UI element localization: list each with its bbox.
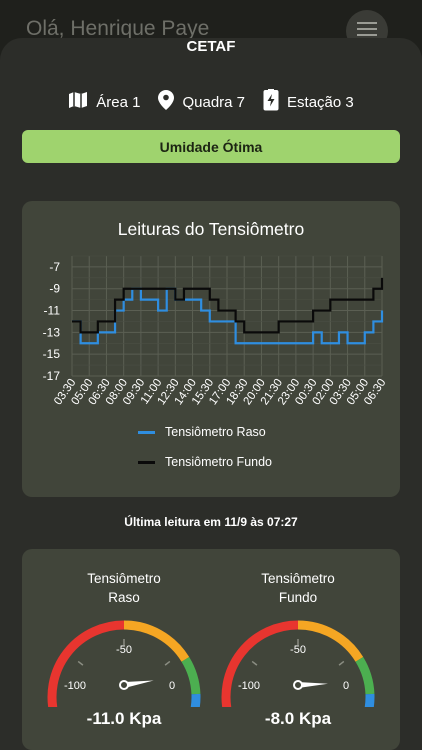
gauge-min-label: -100: [64, 680, 86, 692]
gauge-tick: [251, 660, 258, 666]
gauge-arc-segment: [181, 656, 201, 695]
gauge-tick: [77, 660, 84, 666]
battery-charging-icon: [263, 89, 279, 115]
legend-shallow-label: Tensiômetro Raso: [165, 425, 266, 439]
gauge-arc-segment: [364, 693, 375, 707]
greeting-text: Olá, Henrique Paye: [26, 17, 210, 40]
gauge-needle-hub: [119, 680, 129, 690]
gauge-max-label: 0: [169, 680, 175, 692]
legend-deep-label: Tensiômetro Fundo: [165, 455, 273, 469]
y-tick-label: -7: [49, 260, 60, 274]
moisture-status-button[interactable]: Umidade Ótima: [22, 130, 400, 163]
gauge-mid-label: -50: [290, 644, 306, 656]
area-item[interactable]: Área 1: [68, 91, 140, 113]
gauge-mid-label: -50: [116, 644, 132, 656]
gauge-tick: [164, 660, 171, 666]
gauge-arc-segment: [47, 620, 125, 707]
gauge-shallow: Tensiômetro Raso -100 -50 0 -11.0 Kpa: [39, 569, 209, 749]
station-item[interactable]: Estação 3: [263, 89, 354, 115]
gauge-shallow-title-1: Tensiômetro: [87, 571, 161, 586]
gauge-shallow-title-2: Raso: [108, 590, 140, 605]
map-icon: [68, 91, 88, 113]
gauge-tick: [338, 660, 345, 666]
block-item[interactable]: Quadra 7: [158, 90, 245, 114]
y-tick-label: -13: [43, 325, 61, 339]
area-label: Área 1: [96, 93, 141, 111]
gauges-card: Tensiômetro Raso -100 -50 0 -11.0 Kpa Tens…: [22, 549, 400, 750]
gauge-deep-value: -8.0 Kpa: [264, 709, 332, 728]
gauge-min-label: -100: [238, 680, 260, 692]
gauge-max-label: 0: [343, 680, 349, 692]
chart-title: Leituras do Tensiômetro: [117, 219, 305, 239]
legend-deep: Tensiômetro Fundo: [138, 455, 272, 469]
gauge-deep-dial: -100 -50 0: [221, 620, 375, 707]
last-reading-text: Última leitura em 11/9 às 07:27: [124, 515, 298, 529]
gauge-arc-segment: [297, 620, 364, 662]
legend-deep-swatch: [138, 460, 155, 464]
gauge-arc-segment: [355, 656, 375, 695]
location-row: Área 1 Quadra 7 Estação 3: [0, 89, 422, 115]
gauge-arc-segment: [123, 620, 190, 662]
gauge-arc-segment: [190, 693, 201, 707]
sheet-title: CETAF: [186, 38, 236, 55]
series-line-shallow: [72, 287, 384, 345]
station-label: Estação 3: [287, 93, 354, 111]
gauge-needle-hub: [293, 680, 303, 690]
block-label: Quadra 7: [182, 93, 246, 111]
gauge-deep: Tensiômetro Fundo -100 -50 0 -8.0 Kpa: [213, 569, 383, 749]
main-sheet: CETAF Área 1 Quadra 7: [0, 38, 422, 750]
gauge-arc-segment: [221, 620, 299, 707]
gauge-deep-title-2: Fundo: [278, 590, 318, 605]
legend-shallow-swatch: [138, 430, 155, 434]
gauge-needle: [123, 680, 154, 688]
y-tick-label: -17: [43, 369, 61, 383]
chart-card: Leituras do Tensiômetro 03:30 05:00 06:30 0…: [22, 201, 400, 497]
legend-shallow: Tensiômetro Raso: [138, 425, 266, 439]
tensiometer-chart: 03:3005:0006:3008:0009:3011:0012:3014:00…: [43, 255, 388, 407]
y-tick-label: -15: [43, 347, 61, 361]
gauge-shallow-dial: -100 -50 0: [47, 620, 201, 707]
y-tick-label: -9: [49, 282, 60, 296]
y-tick-label: -11: [44, 304, 61, 318]
gauge-shallow-value: -11.0 Kpa: [86, 709, 162, 728]
gauge-needle: [297, 682, 328, 688]
location-pin-icon: [158, 90, 175, 114]
series-line-deep: [72, 277, 384, 334]
hamburger-icon: [357, 21, 377, 41]
gauge-deep-title-1: Tensiômetro: [261, 571, 335, 586]
